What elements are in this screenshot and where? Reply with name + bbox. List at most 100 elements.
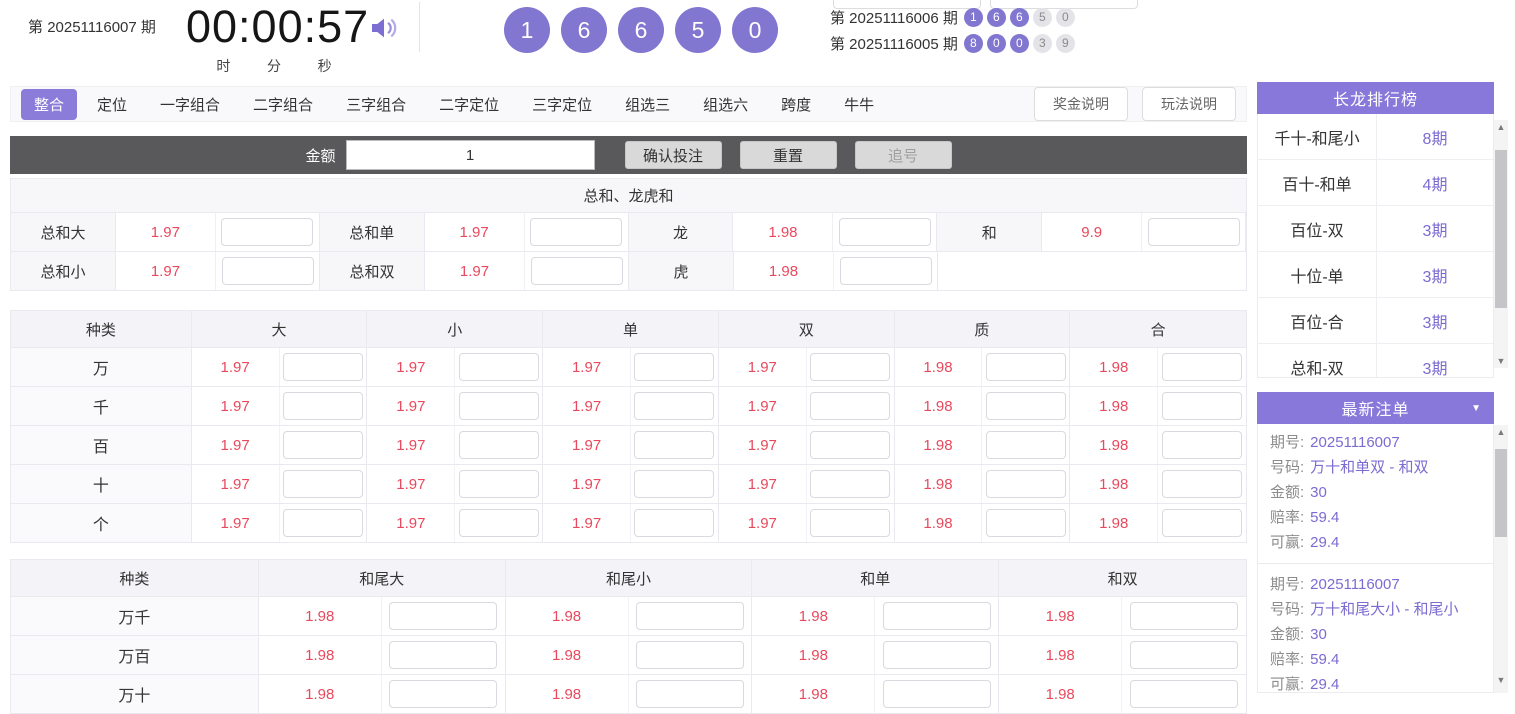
scroll-down-icon[interactable]: ▼ [1496,675,1506,685]
tab-7[interactable]: 组选三 [625,96,671,114]
table-row: 万 1.97 1.97 1.97 1.97 1.98 1.98 [11,348,1246,387]
amount-input[interactable] [345,140,595,170]
odds-value: 1.97 [719,465,807,503]
tab-3[interactable]: 二字组合 [253,96,314,114]
dragon-scrollbar-thumb[interactable] [1495,150,1507,308]
bet-input[interactable] [282,353,363,381]
bet-input[interactable] [458,392,539,420]
dragon-rank-row[interactable]: 百位-双 3期 [1258,206,1493,252]
orders-scrollbar-thumb[interactable] [1495,449,1507,537]
bet-input[interactable] [810,392,891,420]
bet-input[interactable] [282,509,363,537]
bet-input[interactable] [882,680,991,708]
bet-input[interactable] [634,509,715,537]
dragon-rank-row[interactable]: 百位-合 3期 [1258,298,1493,344]
bet-input[interactable] [634,470,715,498]
history-ball: 1 [963,7,983,27]
bet-input[interactable] [1162,509,1243,537]
bet-input[interactable] [1147,218,1240,246]
tab-4[interactable]: 三字组合 [346,96,407,114]
prize-info-button[interactable]: 奖金说明 [1034,87,1128,121]
odds-value: 1.98 [999,675,1123,713]
bet-input[interactable] [458,353,539,381]
bet-input[interactable] [635,680,744,708]
scroll-down-icon[interactable]: ▼ [1496,356,1506,366]
bet-input[interactable] [389,641,498,669]
bet-input[interactable] [838,218,931,246]
bet-input[interactable] [810,509,891,537]
bet-input[interactable] [458,509,539,537]
scroll-up-icon[interactable]: ▲ [1496,427,1506,437]
bet-input[interactable] [985,353,1066,381]
orders-scrollbar[interactable]: ▲ ▼ [1494,425,1508,693]
odds-value: 1.98 [895,426,983,464]
bet-input[interactable] [221,257,314,285]
rules-info-button[interactable]: 玩法说明 [1142,87,1236,121]
bet-input[interactable] [635,641,744,669]
bet-input[interactable] [839,257,932,285]
bet-input[interactable] [634,392,715,420]
bet-input[interactable] [634,431,715,459]
confirm-bet-button[interactable]: 确认投注 [624,141,722,169]
odds-value: 1.97 [192,465,280,503]
bet-input[interactable] [985,470,1066,498]
bet-cell [1158,426,1246,464]
odds-value: 1.98 [999,636,1123,674]
bet-input[interactable] [1162,392,1243,420]
bet-input[interactable] [221,218,314,246]
bet-input[interactable] [282,392,363,420]
reset-button[interactable]: 重置 [739,141,837,169]
bet-input[interactable] [635,602,744,630]
bet-input[interactable] [882,641,991,669]
bet-input[interactable] [458,431,539,459]
tab-8[interactable]: 组选六 [703,96,749,114]
bet-cell [1158,504,1246,542]
bet-input[interactable] [1162,353,1243,381]
bet-input[interactable] [282,431,363,459]
bet-input[interactable] [1162,470,1243,498]
bet-input[interactable] [810,470,891,498]
bet-input[interactable] [985,509,1066,537]
dragon-scrollbar[interactable]: ▲ ▼ [1494,120,1508,368]
tab-1[interactable]: 定位 [97,96,128,114]
tab-0[interactable]: 整合 [21,88,78,120]
bet-input[interactable] [389,602,498,630]
bet-input[interactable] [1130,602,1239,630]
bet-input[interactable] [882,602,991,630]
tab-9[interactable]: 跨度 [781,96,812,114]
empty-cell [938,252,1246,290]
bet-cell [982,387,1071,425]
bet-cell [807,426,895,464]
bet-input[interactable] [530,218,623,246]
tab-6[interactable]: 三字定位 [532,96,593,114]
bet-input[interactable] [530,257,623,285]
odds-value: 1.98 [895,465,983,503]
tab-5[interactable]: 二字定位 [439,96,500,114]
bet-input[interactable] [810,431,891,459]
bet-input[interactable] [1162,431,1243,459]
tab-10[interactable]: 牛牛 [844,96,875,114]
bet-input[interactable] [810,353,891,381]
speaker-icon[interactable] [368,12,402,44]
dragon-rank-row[interactable]: 总和-双 3期 [1258,344,1493,377]
draw-ball: 0 [732,7,778,53]
bet-input[interactable] [389,680,498,708]
bet-input[interactable] [634,353,715,381]
dragon-rank-row[interactable]: 十位-单 3期 [1258,252,1493,298]
tab-2[interactable]: 一字组合 [160,96,221,114]
bet-input[interactable] [458,470,539,498]
scroll-up-icon[interactable]: ▲ [1496,122,1506,132]
chase-number-button[interactable]: 追号 [854,141,952,169]
bet-input[interactable] [282,470,363,498]
bet-cell [631,465,719,503]
order-field-label: 号码: [1270,459,1305,476]
dragon-rank-row[interactable]: 百十-和单 4期 [1258,160,1493,206]
chevron-down-icon[interactable]: ▼ [1471,403,1482,414]
bet-input[interactable] [985,392,1066,420]
bet-input[interactable] [985,431,1066,459]
dragon-rank-row[interactable]: 千十-和尾小 8期 [1258,114,1493,160]
column-header-cell: 和单 [752,560,1000,596]
bet-input[interactable] [1130,680,1239,708]
order-separator [1258,563,1493,564]
bet-input[interactable] [1130,641,1239,669]
